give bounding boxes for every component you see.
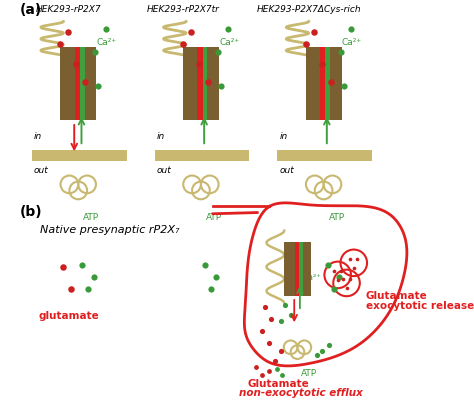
Point [313, 352, 320, 358]
Bar [284, 242, 311, 296]
Text: Glutamate: Glutamate [247, 379, 309, 390]
Text: ATP: ATP [301, 369, 317, 378]
Point [302, 40, 310, 47]
Bar [80, 47, 85, 119]
Point [91, 49, 99, 55]
Point [340, 83, 347, 89]
Point [273, 366, 280, 373]
Point [204, 79, 212, 85]
Bar [74, 47, 82, 119]
Point [59, 264, 67, 270]
Point [327, 79, 335, 85]
Point [354, 256, 361, 262]
Text: (b): (b) [20, 205, 43, 219]
Point [324, 262, 331, 268]
Point [318, 60, 325, 67]
Bar [197, 47, 205, 119]
Bar [202, 47, 207, 119]
Bar [60, 47, 96, 119]
Point [267, 316, 275, 322]
Point [272, 358, 279, 364]
Point [56, 40, 64, 47]
Text: in: in [157, 132, 165, 141]
Bar [183, 47, 219, 119]
Point [264, 340, 272, 347]
Point [90, 274, 97, 280]
Point [346, 256, 354, 262]
Point [179, 40, 187, 47]
Point [73, 60, 80, 67]
Text: ATP: ATP [83, 213, 99, 222]
Point [258, 372, 266, 379]
Point [282, 302, 289, 308]
Point [310, 28, 318, 35]
Point [330, 286, 337, 292]
Point [343, 285, 350, 291]
Text: glutamate: glutamate [38, 311, 99, 321]
Point [253, 364, 260, 371]
Text: in: in [279, 132, 288, 141]
Point [337, 268, 345, 275]
Bar [155, 150, 249, 162]
Bar [295, 242, 300, 296]
Point [350, 264, 357, 271]
Bar [320, 47, 327, 119]
Point [201, 262, 209, 268]
Text: ATP: ATP [206, 213, 222, 222]
Text: Glutamate: Glutamate [366, 291, 428, 301]
Point [318, 348, 325, 354]
Text: Ca²⁺: Ca²⁺ [96, 38, 117, 47]
Bar [306, 47, 342, 119]
Point [277, 318, 284, 324]
Point [212, 274, 220, 280]
Text: exocytotic release: exocytotic release [366, 301, 474, 311]
Point [347, 26, 355, 32]
Point [335, 274, 343, 280]
Point [102, 26, 109, 32]
Point [67, 286, 75, 292]
Point [214, 49, 222, 55]
Point [278, 348, 285, 354]
Point [82, 79, 89, 85]
Point [325, 342, 333, 349]
Text: Ca²⁺: Ca²⁺ [302, 273, 321, 282]
Text: in: in [34, 132, 42, 141]
Text: Ca²⁺: Ca²⁺ [219, 38, 239, 47]
Text: HEK293-rP2X7: HEK293-rP2X7 [36, 5, 101, 15]
Point [334, 277, 341, 283]
Point [339, 276, 346, 283]
Point [278, 371, 286, 378]
Text: ATP: ATP [328, 213, 345, 222]
Bar [32, 150, 127, 162]
Point [95, 83, 102, 89]
Text: non-exocytotic efflux: non-exocytotic efflux [239, 388, 363, 399]
Text: (a): (a) [20, 3, 42, 17]
Point [207, 286, 215, 292]
Point [195, 60, 203, 67]
Bar [271, 319, 324, 328]
Point [288, 312, 295, 318]
Bar [299, 242, 303, 296]
Text: Ca²⁺: Ca²⁺ [342, 38, 362, 47]
Point [346, 276, 354, 283]
Text: out: out [157, 166, 172, 175]
Text: HEK293-P2X7ΔCys-rich: HEK293-P2X7ΔCys-rich [257, 5, 362, 15]
Bar [277, 150, 372, 162]
Point [258, 328, 266, 335]
Point [330, 268, 338, 275]
Point [265, 368, 273, 375]
Point [84, 286, 92, 292]
Text: HEK293-rP2X7tr: HEK293-rP2X7tr [146, 5, 219, 15]
Bar [325, 47, 330, 119]
Point [217, 83, 225, 89]
Point [79, 262, 86, 268]
Text: out: out [34, 166, 49, 175]
Point [64, 28, 72, 35]
Point [337, 49, 344, 55]
Text: out: out [279, 166, 294, 175]
Text: Native presynaptic rP2X₇: Native presynaptic rP2X₇ [40, 225, 180, 234]
Point [225, 26, 232, 32]
Point [187, 28, 195, 35]
Point [262, 304, 269, 310]
